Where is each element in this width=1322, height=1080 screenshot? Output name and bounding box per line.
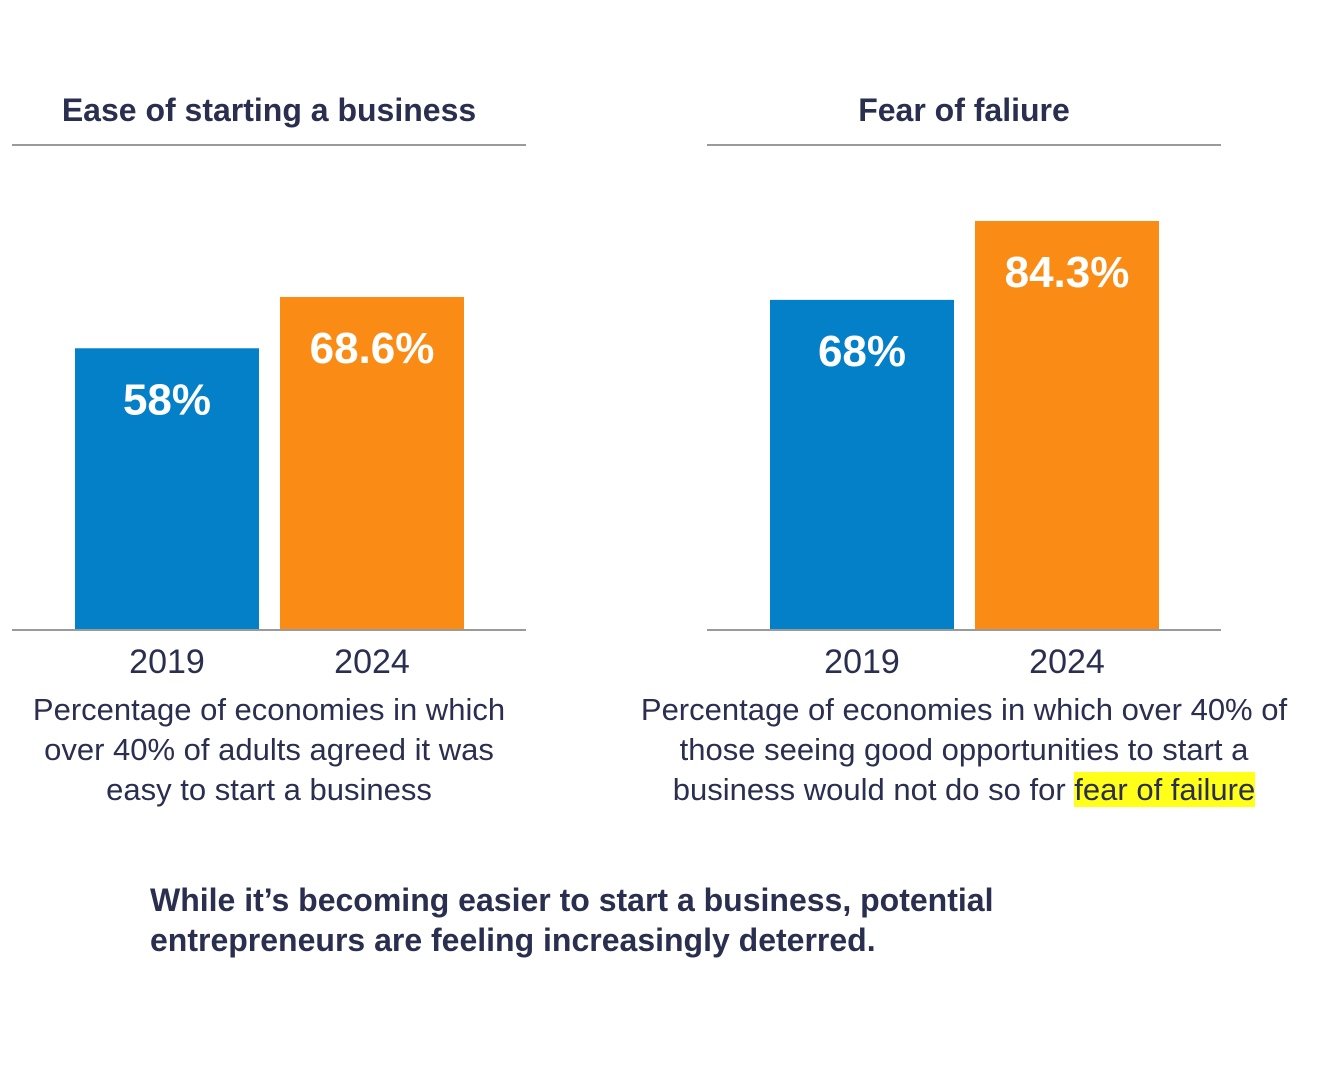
- chart-caption: Percentage of economies in which over 40…: [627, 690, 1301, 810]
- bar-2019: [75, 348, 259, 629]
- data-label: 68%: [818, 327, 906, 376]
- bar-2024: [975, 220, 1159, 629]
- x-tick-label: 2024: [334, 643, 410, 681]
- title-divider: [707, 144, 1221, 146]
- chart-title: Fear of faliure: [858, 92, 1070, 128]
- bar-plot: 68% 2019 84.3% 2024: [707, 220, 1221, 681]
- footer-takeaway: While it’s becoming easier to start a bu…: [150, 882, 994, 958]
- data-label: 84.3%: [1005, 248, 1130, 297]
- caption-text: Percentage of economies in which over 40…: [640, 692, 1288, 807]
- data-label: 58%: [123, 375, 211, 424]
- x-tick-label: 2019: [129, 643, 205, 681]
- caption-highlight: fear of failure: [1074, 772, 1256, 807]
- chart-fear-of-failure: Fear of faliure 68% 2019 84.3% 2024 Percent…: [641, 0, 1287, 860]
- bar-2024: [280, 296, 464, 629]
- bar-plot: 58% 2019 68.6% 2024: [12, 296, 526, 681]
- title-divider: [12, 144, 526, 146]
- x-tick-label: 2019: [824, 643, 900, 681]
- chart-title: Ease of starting a business: [61, 92, 477, 128]
- data-label: 68.6%: [310, 324, 435, 373]
- bar-2019: [770, 299, 954, 629]
- chart-ease-of-starting: Ease of starting a business 58% 2019 68.6%…: [12, 0, 526, 860]
- x-tick-label: 2024: [1029, 643, 1105, 681]
- chart-caption: Percentage of economies in which over 40…: [32, 692, 506, 807]
